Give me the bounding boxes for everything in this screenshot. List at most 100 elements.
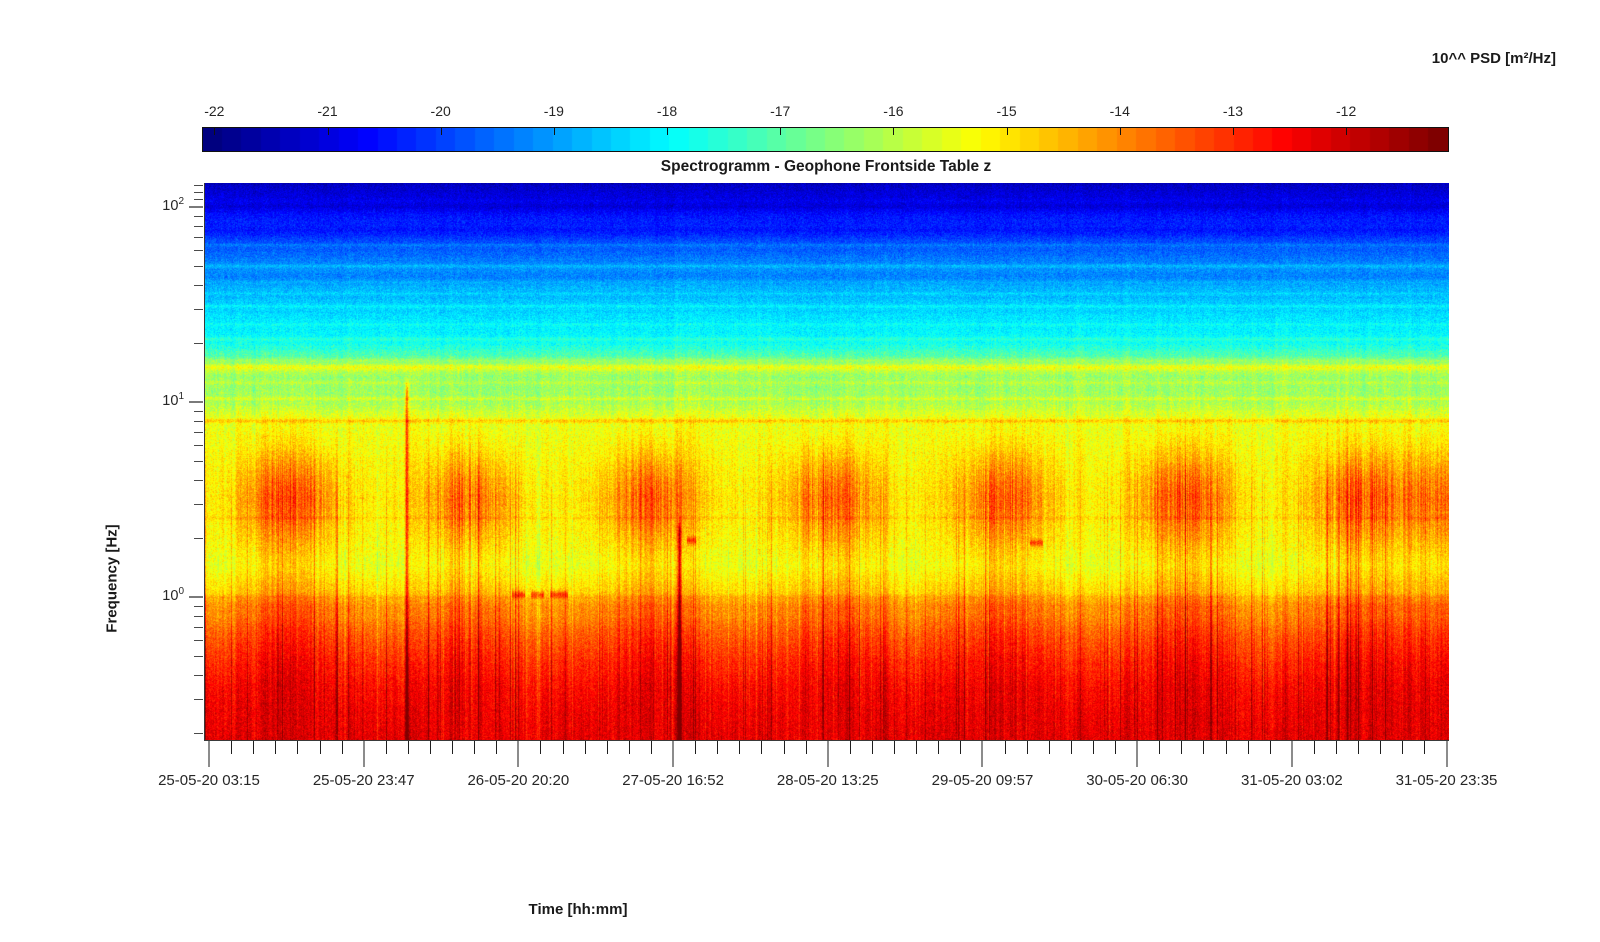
x-axis-minor-tick <box>607 741 608 754</box>
colorbar-tick-mark <box>214 128 215 135</box>
y-axis-minor-tick <box>194 309 203 310</box>
x-axis-minor-tick <box>1071 741 1072 754</box>
x-axis-minor-tick <box>253 741 254 754</box>
y-axis-major-tick <box>189 206 203 209</box>
x-axis-minor-tick <box>496 741 497 754</box>
x-axis-minor-tick <box>916 741 917 754</box>
y-axis-minor-tick <box>194 226 203 227</box>
x-axis-minor-tick <box>1380 741 1381 754</box>
x-axis-minor-tick <box>297 741 298 754</box>
y-axis-minor-tick <box>194 480 203 481</box>
colorbar-tick-label: -12 <box>1336 103 1357 119</box>
x-axis-minor-tick <box>1159 741 1160 754</box>
x-axis-minor-tick <box>342 741 343 754</box>
y-axis-minor-tick <box>194 411 203 412</box>
x-axis-minor-tick <box>761 741 762 754</box>
colorbar-tick-labels: -22 -21 -20 -19 -18 -17 -16 -15 -14 -13 -12 <box>203 103 1448 121</box>
colorbar-title: 10^^ PSD [m²/Hz] <box>1431 50 1556 67</box>
x-axis-minor-tick <box>386 741 387 754</box>
colorbar-tick-mark <box>1346 128 1347 135</box>
x-axis-tick-label: 29-05-20 09:57 <box>931 772 1034 789</box>
y-axis-minor-tick <box>194 237 203 238</box>
y-axis-minor-tick <box>194 640 203 641</box>
x-axis-minor-tick <box>275 741 276 754</box>
y-axis-minor-tick <box>194 606 203 607</box>
y-axis-minor-tick <box>194 627 203 628</box>
y-axis-tick-label: 100 <box>162 586 184 604</box>
y-axis-minor-tick <box>194 504 203 505</box>
colorbar-tick-label: -14 <box>1109 103 1130 119</box>
x-axis-minor-tick <box>717 741 718 754</box>
colorbar-tick-mark <box>328 128 329 135</box>
y-axis-minor-tick <box>194 616 203 617</box>
y-axis-minor-tick <box>194 445 203 446</box>
x-axis-minor-tick <box>1049 741 1050 754</box>
x-axis-major-tick <box>1290 741 1293 767</box>
colorbar-gradient <box>203 128 1448 151</box>
colorbar-tick-label: -21 <box>317 103 338 119</box>
spectrogram-image <box>205 183 1449 740</box>
x-axis-tick-label: 28-05-20 13:25 <box>776 772 879 789</box>
y-axis-minor-tick <box>194 266 203 267</box>
colorbar-tick-mark <box>441 128 442 135</box>
colorbar-tick-mark <box>667 128 668 135</box>
y-axis-minor-tick <box>194 675 203 676</box>
y-axis-major-tick <box>189 596 203 599</box>
x-axis-minor-tick <box>850 741 851 754</box>
y-axis-minor-tick <box>194 733 203 734</box>
x-axis-minor-tick <box>585 741 586 754</box>
y-axis-minor-tick <box>194 192 203 193</box>
x-axis-minor-tick <box>1115 741 1116 754</box>
colorbar-tick-label: -20 <box>430 103 451 119</box>
x-axis-minor-tick <box>231 741 232 754</box>
x-axis-major-tick <box>207 741 210 767</box>
colorbar-tick-mark <box>1007 128 1008 135</box>
colorbar-tick-label: -18 <box>656 103 678 119</box>
colorbar-tick-label: -13 <box>1222 103 1244 119</box>
x-axis-minor-tick <box>1270 741 1271 754</box>
y-axis-minor-tick <box>194 285 203 286</box>
colorbar-tick-mark <box>1120 128 1121 135</box>
x-axis-minor-tick <box>1093 741 1094 754</box>
colorbar-tick-label: -22 <box>204 103 225 119</box>
colorbar-tick-marks <box>203 128 1448 151</box>
x-axis-minor-tick <box>430 741 431 754</box>
x-axis-tick-label: 30-05-20 06:30 <box>1086 772 1188 789</box>
x-axis-major-tick <box>981 741 984 767</box>
x-axis-tick-label: 25-05-20 03:15 <box>158 772 260 789</box>
chart-title: Spectrogramm - Geophone Frontside Table … <box>660 158 992 175</box>
y-axis-minor-tick <box>194 421 203 422</box>
colorbar-tick-label: -16 <box>883 103 904 119</box>
x-axis-minor-tick <box>1203 741 1204 754</box>
colorbar-tick-mark <box>554 128 555 135</box>
x-axis-tick-label: 31-05-20 23:35 <box>1395 772 1498 789</box>
x-axis-tick-label: 25-05-20 23:47 <box>312 772 415 789</box>
y-axis-minor-tick <box>194 250 203 251</box>
y-axis-label: Frequency [Hz] <box>103 524 121 633</box>
y-axis-minor-tick <box>194 343 203 344</box>
x-axis-minor-tick <box>1226 741 1227 754</box>
x-axis-minor-tick <box>1336 741 1337 754</box>
colorbar-tick-label: -17 <box>770 103 791 119</box>
colorbar-tick-mark <box>780 128 781 135</box>
y-axis-minor-tick <box>194 432 203 433</box>
x-axis-tick-label: 27-05-20 16:52 <box>622 772 724 789</box>
y-axis-minor-tick <box>194 199 203 200</box>
x-axis-minor-tick <box>651 741 652 754</box>
x-axis-major-tick <box>517 741 520 767</box>
x-axis-minor-tick <box>784 741 785 754</box>
colorbar <box>202 127 1449 152</box>
x-axis-minor-tick <box>540 741 541 754</box>
x-axis-minor-tick <box>1402 741 1403 754</box>
x-axis-minor-tick <box>695 741 696 754</box>
x-axis-minor-tick <box>1314 741 1315 754</box>
colorbar-tick-mark <box>893 128 894 135</box>
x-axis-minor-tick <box>938 741 939 754</box>
x-axis-label: Time [hh:mm] <box>528 901 628 918</box>
x-axis-minor-tick <box>739 741 740 754</box>
x-axis-minor-tick <box>629 741 630 754</box>
x-axis-minor-tick <box>1181 741 1182 754</box>
x-axis-minor-tick <box>960 741 961 754</box>
y-axis-minor-tick <box>194 699 203 700</box>
